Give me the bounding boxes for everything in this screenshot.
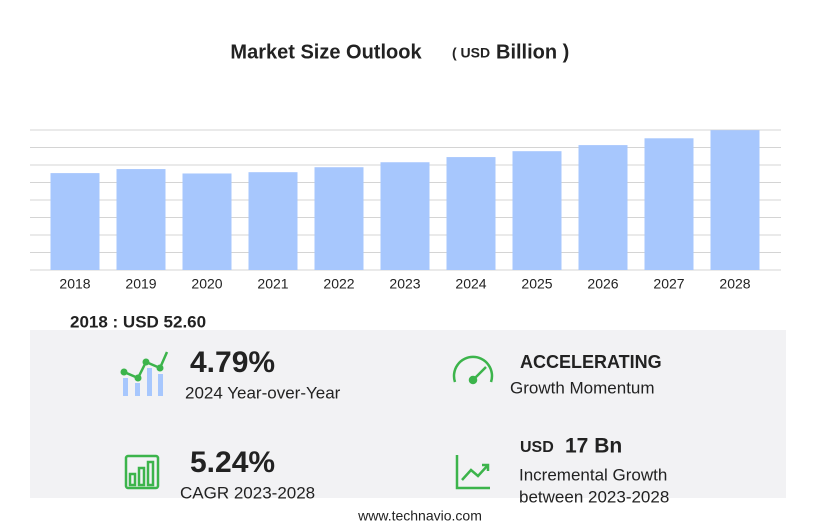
kpi-currency: USD <box>520 439 554 456</box>
unit-currency: ( USD <box>452 45 490 61</box>
kpi-label: between 2023-2028 <box>519 487 669 506</box>
bar <box>512 151 562 270</box>
x-tick-label: 2020 <box>191 276 222 292</box>
bar <box>578 145 628 270</box>
kpi-label: Growth Momentum <box>510 378 655 397</box>
bar <box>314 167 364 270</box>
x-tick-label: 2024 <box>455 276 486 292</box>
x-tick-label: 2023 <box>389 276 420 292</box>
trend-icon <box>455 455 490 490</box>
kpi-value: 17 Bn <box>565 435 622 458</box>
x-tick-label: 2028 <box>719 276 750 292</box>
kpi-label: 2024 Year-over-Year <box>185 383 341 402</box>
unit: Billion ) <box>496 41 569 63</box>
bar <box>116 169 166 270</box>
bar <box>182 173 232 270</box>
x-tick-label: 2022 <box>323 276 354 292</box>
bar <box>248 172 298 270</box>
kpi-panel <box>30 330 786 498</box>
footer: www.technavio.com <box>357 508 482 524</box>
kpi-label: Incremental Growth <box>519 465 667 484</box>
gauge-icon <box>452 355 494 385</box>
growth-icon <box>120 351 169 396</box>
x-tick-label: 2027 <box>653 276 684 292</box>
x-tick-label: 2026 <box>587 276 618 292</box>
x-tick-label: 2019 <box>125 276 156 292</box>
bar <box>380 162 430 270</box>
chart-title: Market Size Outlook <box>230 41 422 63</box>
plot: 2018 2019 2020 2021 2022 2023 2024 2025 2026 2027… <box>30 129 781 292</box>
kpi-label: CAGR 2023-2028 <box>180 483 315 502</box>
kpi-value: 4.79% <box>190 346 275 379</box>
x-tick-label: 2025 <box>521 276 552 292</box>
kpi-value: ACCELERATING <box>520 352 662 372</box>
x-tick-label: 2018 <box>59 276 90 292</box>
kpi-value: 5.24% <box>190 446 275 479</box>
bar <box>446 157 496 270</box>
chart-icon <box>124 454 160 490</box>
bar <box>710 130 760 270</box>
highlight: 2018 : USD 52.60 <box>70 312 206 331</box>
bar <box>50 173 100 270</box>
bar <box>644 138 694 270</box>
x-tick-label: 2021 <box>257 276 288 292</box>
